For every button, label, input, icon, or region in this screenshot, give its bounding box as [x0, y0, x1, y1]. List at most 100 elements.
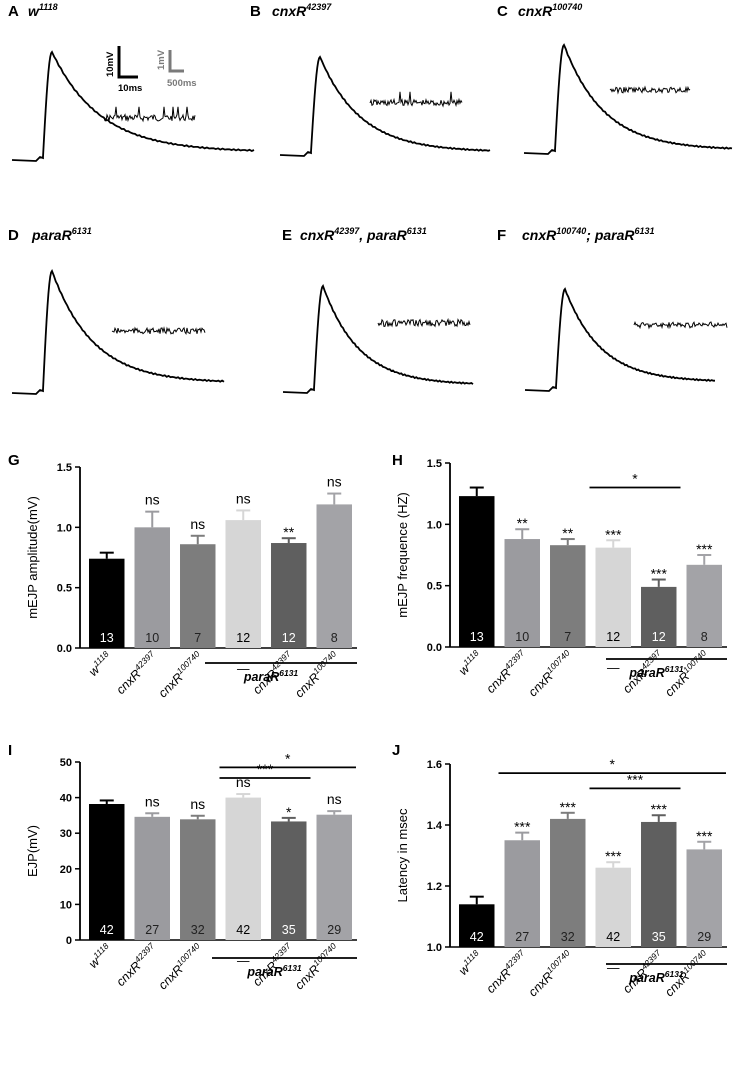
bar-5 [271, 821, 307, 940]
x-tick-label: — [606, 661, 620, 675]
significance-label: ** [283, 524, 294, 540]
y-tick-label: 10 [60, 899, 72, 911]
label-part: paraR [31, 227, 73, 243]
significance-label: ns [236, 490, 251, 506]
bar-5 [641, 586, 677, 647]
label-part: 42397 [639, 948, 663, 972]
sample-count: 12 [652, 630, 666, 644]
bracket-label: * [610, 756, 616, 772]
x-tick-label: w1118 [455, 648, 485, 678]
y-tick-label: 0.5 [427, 581, 442, 593]
significance-label: ** [562, 525, 573, 541]
label-part: paraR [628, 666, 664, 680]
bracket-label: * [285, 750, 291, 766]
x-tick-label: w1118 [85, 941, 115, 971]
genotype-label: paraR6131 [31, 226, 92, 243]
label-part: paraR [628, 971, 664, 985]
label-part: paraR [243, 670, 279, 684]
mepsp-trace [609, 85, 691, 95]
group-label: paraR6131 [628, 664, 684, 680]
sample-count: 7 [194, 631, 201, 645]
chart-g: G 0.0 0.5 1.0 1.5 mEJP amplitude(mV) 13 w1118 10… [8, 452, 357, 700]
y-tick-label: 1.6 [427, 759, 442, 771]
label-part: 6131 [665, 969, 684, 979]
bar-6 [316, 504, 352, 648]
label-part: 1118 [91, 649, 111, 669]
y-tick-label: 1.0 [427, 942, 442, 954]
x-tick-label: w1118 [85, 649, 115, 679]
bar-6 [316, 814, 352, 940]
group-label: paraR6131 [246, 963, 302, 979]
label-part: 42397 [132, 941, 156, 965]
epsp-trace [279, 55, 491, 157]
significance-label: ns [145, 793, 160, 809]
label-part: cnxR [272, 3, 307, 19]
bar-4 [595, 547, 631, 647]
bracket-label: *** [257, 761, 274, 777]
sample-count: 12 [236, 631, 250, 645]
bar-3 [180, 544, 216, 648]
x-tick-label: cnxR42397 [482, 648, 530, 696]
y-axis-label: EJP(mV) [25, 825, 40, 877]
bracket-label: *** [627, 771, 644, 787]
panel-letter: I [8, 742, 12, 759]
label-part: 100740 [681, 948, 708, 975]
sample-count: 12 [282, 631, 296, 645]
x-tick-label: — [236, 662, 250, 676]
sample-count: 32 [561, 930, 575, 944]
label-part: 42397 [333, 226, 360, 236]
panel-letter: H [392, 452, 403, 469]
significance-label: *** [605, 848, 622, 864]
bar-5 [641, 821, 677, 947]
label-part: 1118 [461, 948, 481, 968]
sample-count: 42 [470, 930, 484, 944]
label-part: 6131 [279, 668, 298, 678]
label-part: 1118 [461, 648, 481, 668]
significance-label: *** [696, 541, 713, 557]
label-part: cnxR [522, 227, 557, 243]
label-part: 1118 [91, 941, 111, 961]
mepsp-trace [633, 321, 728, 330]
bar-1 [459, 496, 495, 647]
sample-count: 13 [100, 631, 114, 645]
y-axis-label: mEJP amplitude(mV) [25, 496, 40, 619]
significance-label: * [286, 804, 292, 820]
genotype-label: cnxR42397, paraR6131 [300, 226, 427, 243]
label-part: 6131 [72, 226, 92, 236]
label-part: 42397 [305, 2, 332, 12]
label-part: 100740 [174, 649, 201, 676]
significance-label: ns [145, 492, 160, 508]
x-tick-label: cnxR100740 [154, 941, 206, 993]
mepsp-trace [369, 91, 463, 108]
sample-count: 12 [606, 630, 620, 644]
y-tick-label: 1.4 [427, 820, 443, 832]
epsp-trace [282, 284, 474, 394]
bar-3 [550, 545, 586, 647]
panel-letter: E [282, 227, 292, 244]
panel-letter: A [8, 3, 19, 20]
panel-letter: C [497, 3, 508, 20]
label-part: ; [586, 227, 595, 243]
bracket-label: * [632, 471, 638, 487]
significance-label: ns [327, 791, 342, 807]
y-tick-label: 0.0 [427, 642, 442, 654]
group-label: paraR6131 [243, 668, 299, 684]
genotype-label: cnxR100740; paraR6131 [522, 226, 655, 243]
y-tick-label: 1.0 [427, 519, 442, 531]
bar-3 [550, 818, 586, 947]
y-axis-label: mEJP frequence (HZ) [395, 492, 410, 617]
bar-2 [504, 840, 540, 947]
x-tick-label: cnxR100740 [291, 649, 343, 701]
y-tick-label: 1.5 [57, 462, 72, 474]
sample-count: 29 [697, 930, 711, 944]
label-part: 6131 [407, 226, 427, 236]
label-part: , [358, 227, 367, 243]
label-part: 6131 [665, 664, 684, 674]
sample-count: 8 [701, 630, 708, 644]
epsp-trace [11, 50, 255, 162]
